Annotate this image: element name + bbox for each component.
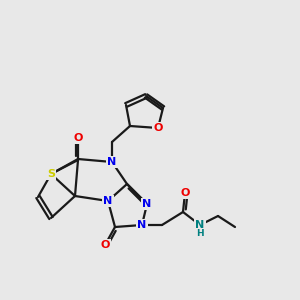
Text: N: N	[103, 196, 112, 206]
Text: O: O	[100, 240, 110, 250]
Text: N: N	[137, 220, 147, 230]
Text: S: S	[47, 169, 55, 179]
Text: O: O	[73, 133, 83, 143]
Text: O: O	[180, 188, 190, 198]
Text: N: N	[142, 199, 152, 209]
Text: N: N	[107, 157, 117, 167]
Text: O: O	[153, 123, 163, 133]
Text: H: H	[196, 229, 204, 238]
Text: N: N	[195, 220, 205, 230]
